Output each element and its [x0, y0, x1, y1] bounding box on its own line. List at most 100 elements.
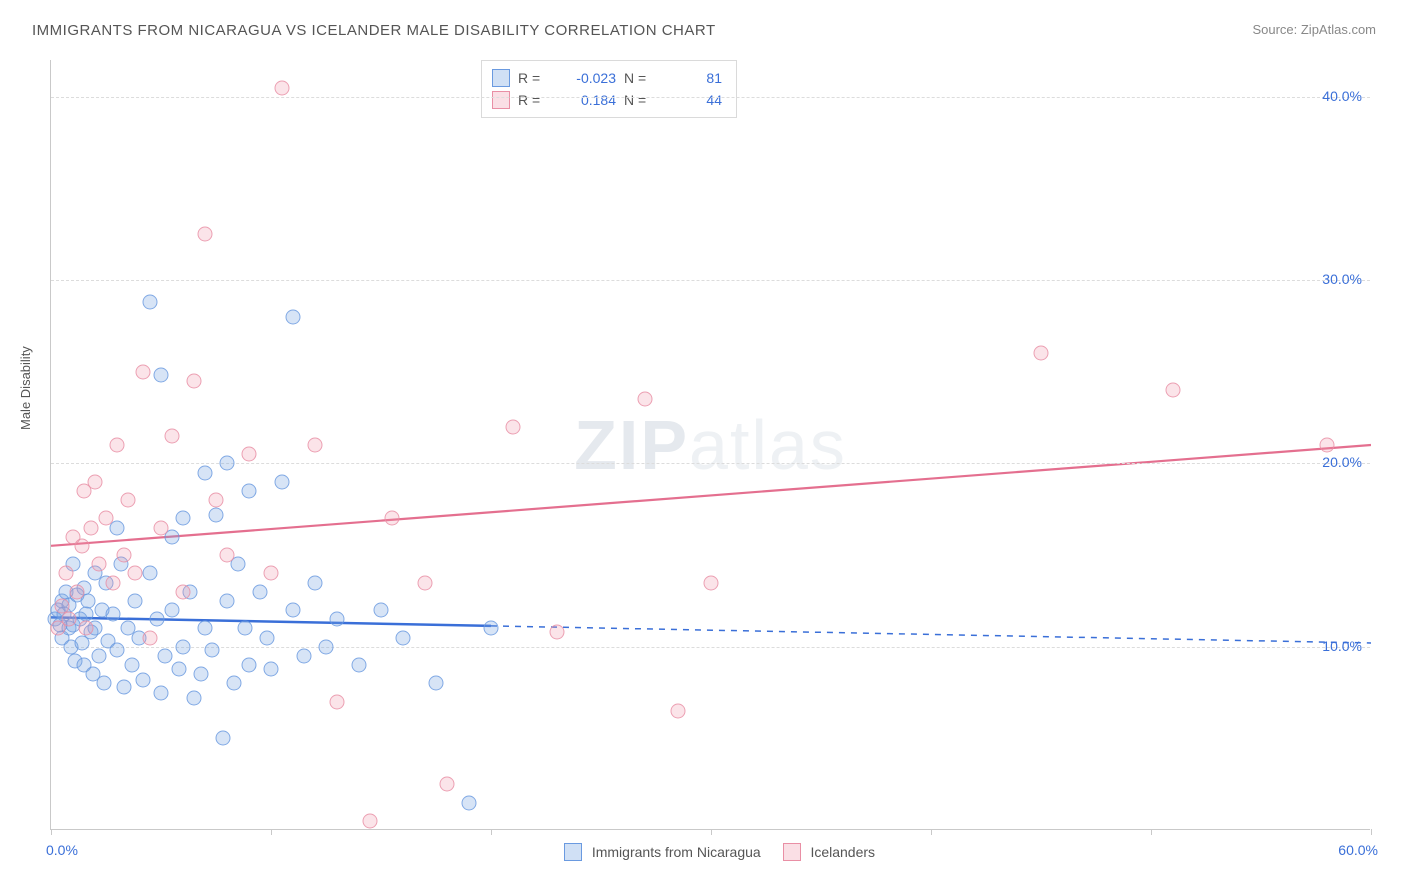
data-point: [158, 648, 173, 663]
data-point: [275, 474, 290, 489]
data-point: [385, 511, 400, 526]
data-point: [83, 520, 98, 535]
data-point: [253, 584, 268, 599]
data-point: [297, 648, 312, 663]
data-point: [121, 493, 136, 508]
data-point: [116, 680, 131, 695]
n-label: N =: [624, 67, 658, 89]
data-point: [92, 648, 107, 663]
data-point: [105, 575, 120, 590]
data-point: [187, 373, 202, 388]
data-point: [171, 661, 186, 676]
data-point: [136, 672, 151, 687]
data-point: [1320, 438, 1335, 453]
data-point: [143, 295, 158, 310]
x-tick: [1151, 829, 1152, 835]
n-value-b: 44: [666, 89, 722, 111]
data-point: [204, 643, 219, 658]
data-point: [154, 685, 169, 700]
data-point: [319, 639, 334, 654]
r-value-b: 0.184: [560, 89, 616, 111]
gridline: [51, 97, 1370, 98]
data-point: [176, 639, 191, 654]
data-point: [96, 676, 111, 691]
data-point: [1034, 346, 1049, 361]
y-tick-label: 20.0%: [1322, 454, 1362, 470]
data-point: [506, 419, 521, 434]
data-point: [242, 447, 257, 462]
data-point: [74, 538, 89, 553]
data-point: [99, 511, 114, 526]
r-label: R =: [518, 67, 552, 89]
data-point: [286, 309, 301, 324]
data-point: [70, 584, 85, 599]
swatch-b-icon: [492, 91, 510, 109]
data-point: [88, 474, 103, 489]
data-point: [264, 566, 279, 581]
data-point: [363, 813, 378, 828]
y-axis-label: Male Disability: [18, 346, 33, 430]
trend-line-dashed: [491, 626, 1371, 643]
series-b-name: Icelanders: [810, 844, 875, 860]
gridline: [51, 463, 1370, 464]
data-point: [176, 511, 191, 526]
data-point: [237, 621, 252, 636]
watermark-bold: ZIP: [574, 406, 689, 484]
watermark-thin: atlas: [689, 406, 847, 484]
legend-row-a: R = -0.023 N = 81: [492, 67, 722, 89]
legend-row-b: R = 0.184 N = 44: [492, 89, 722, 111]
data-point: [396, 630, 411, 645]
data-point: [176, 584, 191, 599]
data-point: [198, 465, 213, 480]
chart-container: IMMIGRANTS FROM NICARAGUA VS ICELANDER M…: [0, 0, 1406, 892]
data-point: [198, 227, 213, 242]
data-point: [275, 80, 290, 95]
data-point: [79, 621, 94, 636]
x-axis-min: 0.0%: [46, 842, 78, 858]
data-point: [330, 694, 345, 709]
x-tick: [1371, 829, 1372, 835]
data-point: [154, 520, 169, 535]
data-point: [220, 548, 235, 563]
data-point: [308, 438, 323, 453]
swatch-b-icon: [783, 843, 801, 861]
x-tick: [491, 829, 492, 835]
data-point: [125, 658, 140, 673]
data-point: [127, 566, 142, 581]
data-point: [374, 603, 389, 618]
data-point: [242, 658, 257, 673]
data-point: [286, 603, 301, 618]
swatch-a-icon: [492, 69, 510, 87]
data-point: [259, 630, 274, 645]
data-point: [110, 643, 125, 658]
data-point: [209, 507, 224, 522]
x-tick: [711, 829, 712, 835]
n-label: N =: [624, 89, 658, 111]
data-point: [61, 612, 76, 627]
data-point: [550, 625, 565, 640]
r-value-a: -0.023: [560, 67, 616, 89]
data-point: [440, 777, 455, 792]
data-point: [242, 483, 257, 498]
data-point: [484, 621, 499, 636]
gridline: [51, 647, 1370, 648]
data-point: [418, 575, 433, 590]
data-point: [59, 566, 74, 581]
data-point: [704, 575, 719, 590]
x-tick: [271, 829, 272, 835]
x-axis-max: 60.0%: [1338, 842, 1378, 858]
data-point: [165, 428, 180, 443]
data-point: [352, 658, 367, 673]
series-legend: Immigrants from Nicaragua Icelanders: [51, 843, 1370, 861]
r-label: R =: [518, 89, 552, 111]
data-point: [143, 630, 158, 645]
plot-area: ZIPatlas R = -0.023 N = 81 R = 0.184 N =…: [50, 60, 1370, 830]
data-point: [671, 703, 686, 718]
data-point: [105, 606, 120, 621]
data-point: [1166, 383, 1181, 398]
chart-title: IMMIGRANTS FROM NICARAGUA VS ICELANDER M…: [32, 22, 716, 39]
x-tick: [51, 829, 52, 835]
data-point: [193, 667, 208, 682]
y-tick-label: 40.0%: [1322, 88, 1362, 104]
data-point: [220, 593, 235, 608]
